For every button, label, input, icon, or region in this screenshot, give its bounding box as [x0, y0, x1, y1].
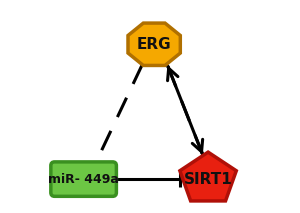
Polygon shape	[180, 152, 236, 201]
FancyBboxPatch shape	[51, 162, 116, 196]
Polygon shape	[128, 23, 180, 65]
Text: SIRT1: SIRT1	[184, 172, 232, 187]
Text: miR- 449a: miR- 449a	[48, 173, 119, 186]
Text: ERG: ERG	[137, 37, 172, 52]
